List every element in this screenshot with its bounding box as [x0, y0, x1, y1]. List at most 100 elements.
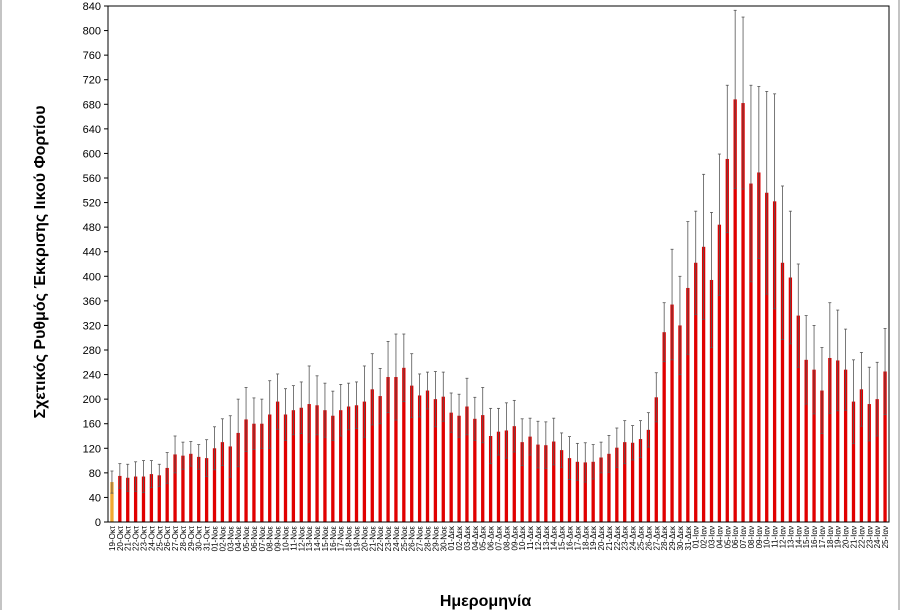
- x-tick-label: 12-Νοε: [297, 526, 306, 552]
- bar: [149, 474, 154, 522]
- x-tick-label: 27-Οκτ: [171, 525, 180, 551]
- x-tick-label: 14-Δεκ: [550, 525, 559, 550]
- bar: [165, 467, 169, 522]
- bar: [733, 99, 737, 522]
- x-tick-label: 25-Δεκ: [637, 525, 646, 550]
- x-tick-label: 04-Δεκ: [471, 525, 480, 550]
- bar: [126, 477, 130, 522]
- bar: [291, 410, 296, 522]
- bar: [804, 359, 808, 522]
- bar: [607, 453, 611, 522]
- y-tick-label: 120: [83, 443, 101, 455]
- x-tick-label: 01-Δεκ: [447, 525, 456, 550]
- y-tick-label: 80: [89, 468, 101, 480]
- bar: [236, 432, 240, 522]
- x-tick-label: 15-Ιαν: [802, 526, 811, 548]
- bar: [488, 436, 493, 522]
- x-tick-label: 30-Δεκ: [676, 525, 685, 550]
- bar: [346, 406, 351, 522]
- bar: [189, 453, 193, 522]
- x-tick-label: 09-Νοε: [274, 526, 283, 552]
- bar: [820, 390, 824, 522]
- x-tick-label: 18-Νοε: [345, 526, 354, 552]
- y-axis-title: Σχετικός Ρυθμός Έκκρισης Ιικού Φορτίου: [32, 105, 49, 418]
- bar: [275, 401, 280, 522]
- bar: [851, 401, 856, 522]
- bar: [694, 262, 698, 522]
- x-tick-label: 25-Ιαν: [881, 526, 890, 548]
- bar: [362, 401, 367, 522]
- bar: [843, 369, 848, 522]
- bar: [141, 476, 146, 522]
- bar: [646, 429, 651, 522]
- y-tick-label: 600: [83, 148, 101, 160]
- bar: [583, 462, 587, 522]
- bar: [425, 390, 430, 522]
- bar: [765, 192, 769, 522]
- bar: [212, 448, 217, 522]
- y-tick-label: 520: [83, 198, 101, 210]
- x-tick-label: 23-Δεκ: [621, 525, 630, 550]
- x-tick-label: 18-Δεκ: [581, 525, 590, 550]
- x-tick-label: 16-Ιαν: [810, 526, 819, 548]
- x-tick-label: 22-Νοε: [376, 526, 385, 552]
- x-tick-label: 30-Νοε: [439, 526, 448, 552]
- x-tick-label: 20-Ιαν: [842, 526, 851, 548]
- y-tick-label: 720: [83, 75, 101, 87]
- x-axis: 19-Οκτ20-Οκτ21-Οκτ22-Οκτ23-Οκτ24-Οκτ25-Ο…: [108, 525, 890, 551]
- bar: [307, 404, 311, 522]
- bar: [709, 279, 714, 522]
- y-axis: 0 40 80 120 160 200 240 280 320 360 400 440 480 520 56…: [83, 1, 108, 529]
- bar: [630, 442, 635, 522]
- bar: [378, 396, 382, 522]
- bar: [867, 404, 871, 522]
- x-tick-label: 11-Δεκ: [526, 525, 535, 550]
- x-tick-label: 23-Οκτ: [140, 525, 149, 551]
- bar: [757, 172, 761, 522]
- bar: [331, 415, 335, 522]
- bar: [228, 446, 232, 522]
- y-tick-label: 800: [83, 26, 101, 38]
- x-tick-label: 06-Ιαν: [731, 526, 740, 548]
- x-tick-label: 07-Ιαν: [739, 526, 748, 548]
- x-tick-label: 02-Ιαν: [700, 526, 709, 548]
- x-tick-label: 12-Ιαν: [779, 526, 788, 548]
- x-tick-label: 05-Νοε: [242, 526, 251, 552]
- bar: [457, 415, 461, 522]
- bar: [552, 441, 556, 522]
- bars-group: [110, 99, 887, 523]
- bar: [749, 183, 753, 522]
- x-tick-label: 15-Δεκ: [558, 525, 567, 550]
- y-tick-label: 440: [83, 247, 101, 259]
- x-tick-label: 04-Νοε: [234, 526, 243, 552]
- bar: [512, 426, 516, 522]
- bar: [670, 304, 674, 522]
- bar: [252, 423, 256, 522]
- x-tick-label: 17-Δεκ: [573, 525, 582, 550]
- bar: [638, 439, 643, 522]
- bar: [654, 397, 658, 522]
- x-tick-label: 20-Νοε: [360, 526, 369, 552]
- y-tick-label: 240: [83, 370, 101, 382]
- x-tick-label: 05-Ιαν: [723, 526, 732, 548]
- x-tick-label: 25-Νοε: [400, 526, 409, 552]
- y-tick-label: 160: [83, 419, 101, 431]
- bar: [812, 369, 816, 522]
- bar: [315, 405, 319, 522]
- x-tick-label: 29-Νοε: [431, 526, 440, 552]
- x-tick-label: 30-Οκτ: [195, 525, 204, 551]
- x-tick-label: 26-Νοε: [408, 526, 417, 552]
- bar: [859, 389, 864, 522]
- x-tick-label: 31-Δεκ: [684, 525, 693, 550]
- bar: [591, 461, 595, 522]
- bar: [197, 456, 201, 522]
- bar: [559, 450, 564, 522]
- x-tick-label: 09-Ιαν: [755, 526, 764, 548]
- x-tick-label: 24-Νοε: [392, 526, 401, 552]
- bar: [220, 442, 225, 522]
- x-tick-label: 19-Ιαν: [834, 526, 843, 548]
- x-tick-label: 03-Νοε: [226, 526, 235, 552]
- x-tick-label: 27-Νοε: [416, 526, 425, 552]
- bar: [536, 444, 540, 522]
